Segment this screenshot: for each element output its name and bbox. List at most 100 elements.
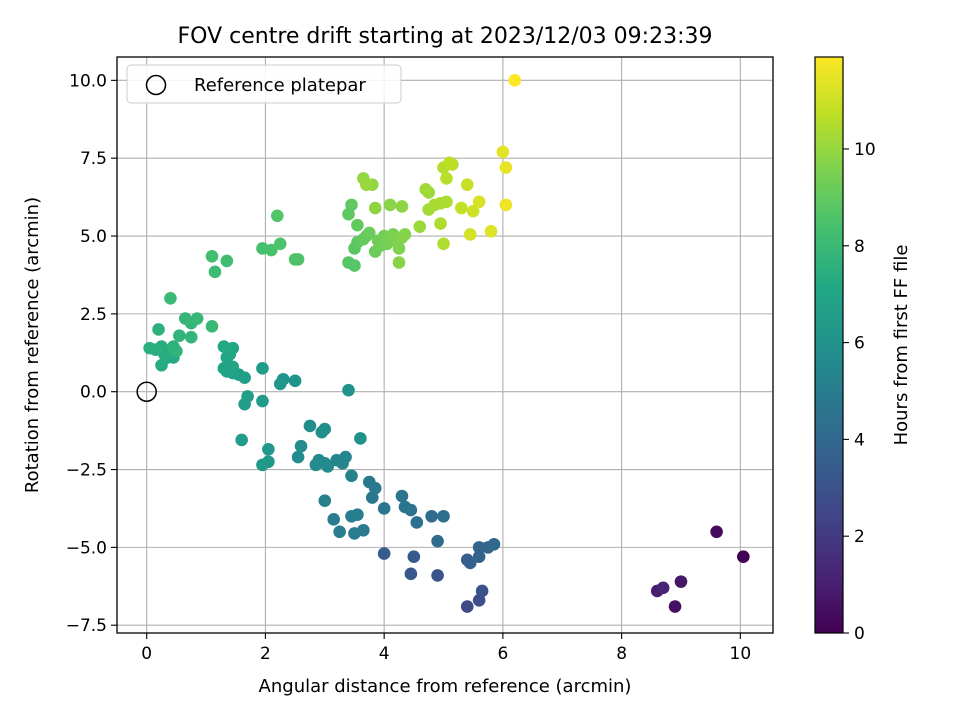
- data-point: [208, 265, 222, 279]
- colorbar-label: Hours from first FF file: [891, 245, 912, 446]
- data-point: [360, 178, 373, 191]
- reference-platepar-marker: [136, 381, 157, 402]
- y-axis-ticks: −7.5 −5.0 −2.5 0.0 2.5 5.0 7.5 10.0: [66, 71, 117, 636]
- y-tick-label: −7.5: [66, 616, 107, 636]
- data-point: [656, 581, 670, 595]
- legend-entry-label: Reference platepar: [194, 75, 366, 96]
- data-point: [170, 344, 183, 358]
- x-tick-label: 6: [497, 644, 508, 664]
- data-point: [710, 525, 723, 539]
- data-point: [737, 550, 750, 564]
- data-point: [434, 217, 447, 230]
- data-point: [440, 195, 453, 209]
- data-point: [345, 469, 358, 483]
- data-point: [377, 502, 391, 515]
- data-point: [220, 254, 234, 268]
- data-point: [348, 259, 361, 272]
- colorbar-tick-label: 6: [854, 334, 865, 354]
- legend: Reference platepar: [126, 64, 402, 104]
- data-point: [273, 377, 287, 391]
- data-point: [463, 228, 477, 241]
- data-point: [487, 537, 501, 551]
- data-point: [413, 220, 427, 233]
- data-point: [460, 178, 474, 191]
- data-point: [241, 390, 254, 403]
- data-point: [410, 516, 424, 529]
- data-point: [348, 527, 361, 540]
- data-point: [265, 243, 278, 257]
- data-point: [455, 201, 468, 215]
- data-point: [143, 341, 156, 355]
- plot-frame: [116, 56, 774, 634]
- data-point: [205, 249, 219, 263]
- colorbar-tick-label: 8: [854, 237, 865, 257]
- data-point: [368, 201, 382, 215]
- data-point: [472, 550, 486, 564]
- data-point: [398, 500, 412, 514]
- data-point: [383, 198, 397, 212]
- data-point: [173, 329, 186, 342]
- data-point: [303, 419, 317, 433]
- data-point: [345, 198, 358, 212]
- y-tick-label: 10.0: [69, 71, 107, 91]
- data-point: [217, 340, 231, 353]
- y-tick-label: −2.5: [66, 461, 107, 481]
- data-point: [256, 362, 269, 375]
- data-point: [226, 360, 240, 374]
- data-point: [294, 439, 308, 453]
- y-tick-label: −5.0: [66, 538, 107, 558]
- data-point: [437, 509, 450, 523]
- data-point: [460, 600, 474, 613]
- data-point: [155, 358, 168, 372]
- colorbar: 0 2 4 6 8 10 Hours from first FF file: [814, 56, 912, 644]
- colorbar-tick-label: 4: [854, 430, 865, 450]
- data-point: [674, 575, 688, 588]
- data-point: [437, 237, 450, 251]
- data-point: [318, 422, 332, 436]
- data-point: [190, 312, 204, 325]
- data-point: [407, 550, 421, 564]
- data-point: [392, 256, 406, 269]
- data-point: [354, 432, 367, 445]
- data-point: [262, 443, 275, 456]
- data-point: [425, 509, 438, 523]
- y-tick-label: 7.5: [80, 149, 107, 169]
- y-axis-label: Rotation from reference (arcmin): [22, 197, 43, 493]
- data-point: [184, 330, 198, 344]
- data-point: [472, 195, 486, 209]
- colorbar-tick-label: 10: [854, 140, 876, 160]
- y-tick-label: 2.5: [80, 305, 107, 325]
- x-tick-label: 2: [260, 644, 271, 664]
- data-point: [273, 237, 287, 251]
- data-point: [431, 534, 444, 548]
- data-point: [351, 218, 364, 232]
- data-point: [475, 584, 489, 598]
- reference-marker-group: [136, 381, 157, 402]
- data-point: [398, 228, 412, 241]
- colorbar-gradient: [814, 56, 844, 634]
- data-point: [256, 458, 269, 472]
- y-tick-label: 0.0: [80, 383, 107, 403]
- x-axis-ticks: 0 2 4 6 8 10: [141, 633, 751, 664]
- data-point: [339, 450, 352, 464]
- colorbar-ticks: 0 2 4 6 8 10: [843, 140, 876, 644]
- data-point: [440, 172, 453, 185]
- data-point: [472, 541, 486, 554]
- chart-title: FOV centre drift starting at 2023/12/03 …: [178, 24, 713, 49]
- data-point: [333, 525, 346, 539]
- data-point: [291, 450, 305, 464]
- data-point: [205, 320, 219, 333]
- data-point: [395, 489, 409, 503]
- data-point: [288, 374, 302, 388]
- data-point: [395, 200, 409, 213]
- data-point: [256, 394, 269, 408]
- x-tick-label: 4: [379, 644, 390, 664]
- colorbar-tick-label: 2: [854, 527, 865, 547]
- data-point: [377, 547, 391, 560]
- data-point: [508, 74, 522, 87]
- data-point: [327, 513, 340, 526]
- data-point: [291, 253, 305, 266]
- data-point: [484, 225, 498, 238]
- data-point: [463, 556, 477, 570]
